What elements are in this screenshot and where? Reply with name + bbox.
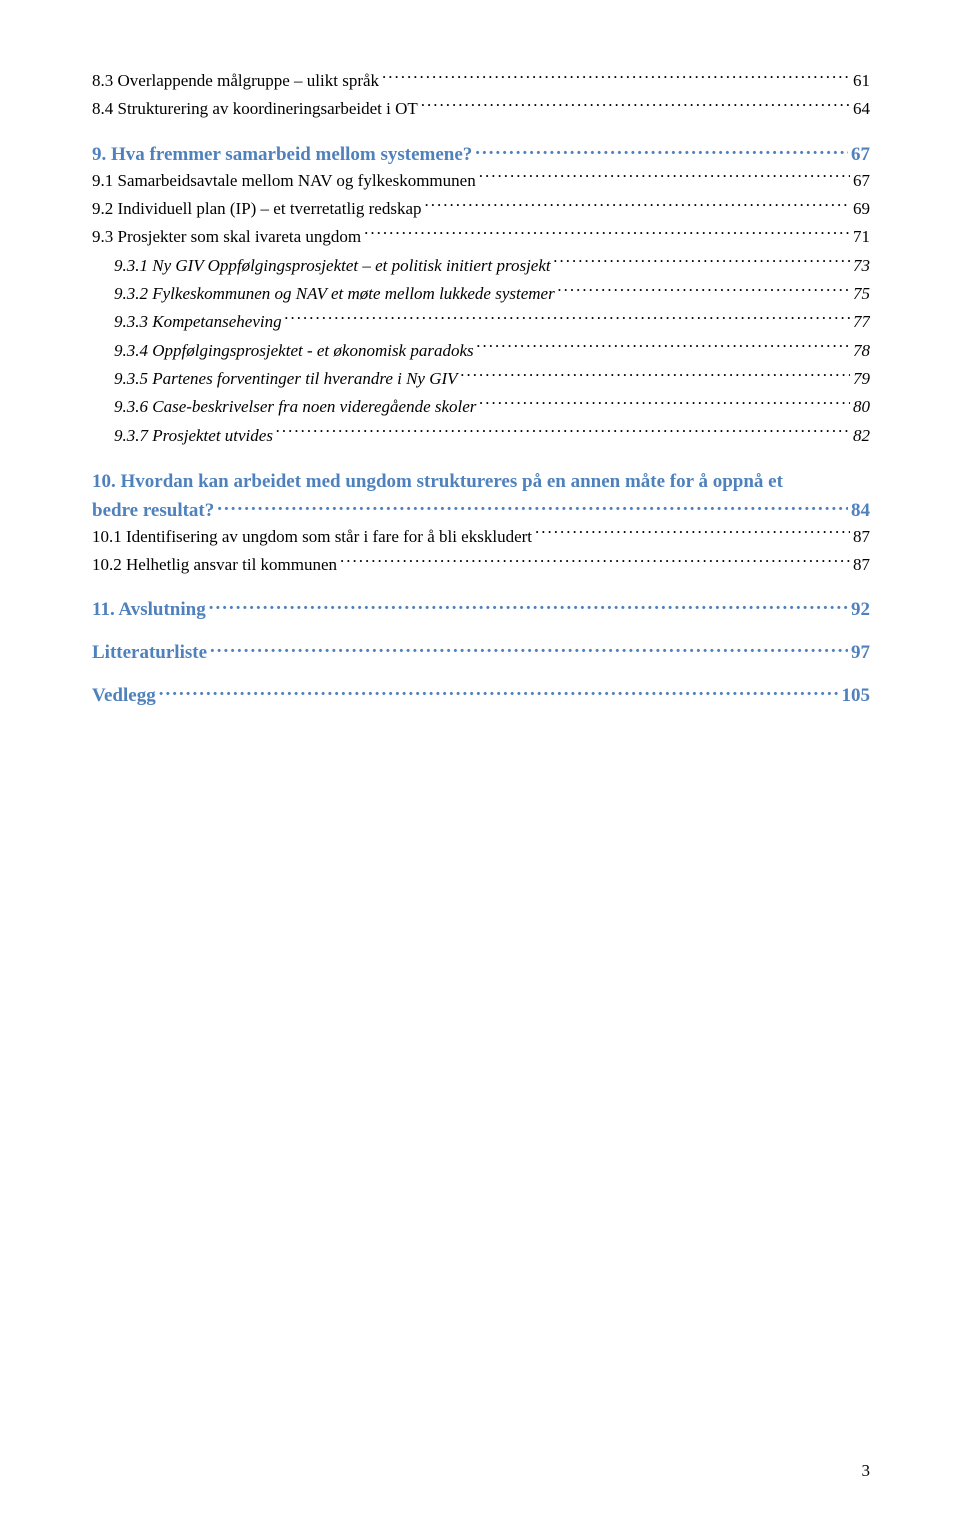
toc-entry-label: 9.3.1 Ny GIV Oppfølgingsprosjektet – et … <box>114 253 551 279</box>
toc-entry: Vedlegg 105 <box>92 682 870 707</box>
toc-entry: 9.1 Samarbeidsavtale mellom NAV og fylke… <box>92 168 870 194</box>
toc-leader-dots <box>276 424 850 441</box>
toc-entry-label: 11. Avslutning <box>92 599 206 621</box>
toc-leader-dots <box>477 339 850 356</box>
toc-entry: 9.3.7 Prosjektet utvides 82 <box>92 423 870 449</box>
toc-entry-label: 9.3.2 Fylkeskommunen og NAV et møte mell… <box>114 281 555 307</box>
toc-entry: 10. Hvordan kan arbeidet med ungdom stru… <box>92 467 870 521</box>
toc-entry: 9.3.5 Partenes forventinger til hverandr… <box>92 366 870 392</box>
toc-leader-dots <box>217 497 848 516</box>
toc-entry: 8.4 Strukturering av koordineringsarbeid… <box>92 96 870 122</box>
toc-leader-dots <box>340 553 850 570</box>
toc-entry-page: 80 <box>853 394 870 420</box>
toc-entry: 9.3 Prosjekter som skal ivareta ungdom 71 <box>92 224 870 250</box>
toc-entry-page: 84 <box>851 500 870 522</box>
toc-leader-dots <box>479 169 850 186</box>
toc-entry-label: 8.4 Strukturering av koordineringsarbeid… <box>92 96 418 122</box>
toc-entry-page: 87 <box>853 552 870 578</box>
toc-entry-page: 75 <box>853 281 870 307</box>
toc-entry-page: 64 <box>853 96 870 122</box>
toc-entry-page: 73 <box>853 253 870 279</box>
toc-entry-label: 9.3.5 Partenes forventinger til hverandr… <box>114 366 458 392</box>
toc-entry-label: 8.3 Overlappende målgruppe – ulikt språk <box>92 68 379 94</box>
toc-entry-page: 71 <box>853 224 870 250</box>
toc-entry: 9.3.1 Ny GIV Oppfølgingsprosjektet – et … <box>92 253 870 279</box>
toc-entry: 9.3.6 Case-beskrivelser fra noen videreg… <box>92 394 870 420</box>
toc-entry-page: 67 <box>851 144 870 166</box>
toc-entry: 9.3.2 Fylkeskommunen og NAV et møte mell… <box>92 281 870 307</box>
toc-leader-dots <box>425 197 850 214</box>
toc-entry-label: 9. Hva fremmer samarbeid mellom systemen… <box>92 144 472 166</box>
toc-entry-label: 9.3 Prosjekter som skal ivareta ungdom <box>92 224 361 250</box>
toc-entry-page: 77 <box>853 309 870 335</box>
toc-leader-dots <box>159 682 839 701</box>
toc-entry-page: 78 <box>853 338 870 364</box>
toc-leader-dots <box>285 310 850 327</box>
toc-entry-page: 97 <box>851 642 870 664</box>
toc-entry-label: 10. Hvordan kan arbeidet med ungdom stru… <box>92 467 870 496</box>
toc-entry: 9.3.3 Kompetanseheving 77 <box>92 309 870 335</box>
toc-entry-page: 79 <box>853 366 870 392</box>
toc-leader-dots <box>479 395 850 412</box>
toc-entry: 9. Hva fremmer samarbeid mellom systemen… <box>92 141 870 166</box>
toc-entry-label: 9.3.3 Kompetanseheving <box>114 309 282 335</box>
toc-entry-page: 67 <box>853 168 870 194</box>
toc-leader-dots <box>421 97 850 114</box>
toc-entry-label: Litteraturliste <box>92 642 207 664</box>
toc-leader-dots <box>558 282 850 299</box>
toc-entry-page: 69 <box>853 196 870 222</box>
toc-entry-label: 9.2 Individuell plan (IP) – et tverretat… <box>92 196 422 222</box>
toc-leader-dots <box>535 525 850 542</box>
toc-leader-dots <box>461 367 850 384</box>
toc-entry-page: 105 <box>842 685 871 707</box>
toc-entry: 9.3.4 Oppfølgingsprosjektet - et økonomi… <box>92 338 870 364</box>
page-number: 3 <box>862 1461 871 1481</box>
toc-entry-page: 92 <box>851 599 870 621</box>
toc-entry-label: Vedlegg <box>92 685 156 707</box>
toc-entry-label: 10.1 Identifisering av ungdom som står i… <box>92 524 532 550</box>
toc-leader-dots <box>209 596 848 615</box>
toc-entry-label: 9.3.7 Prosjektet utvides <box>114 423 273 449</box>
toc-entry-label: 9.1 Samarbeidsavtale mellom NAV og fylke… <box>92 168 476 194</box>
toc-leader-dots <box>382 69 850 86</box>
toc-leader-dots <box>210 639 848 658</box>
toc-leader-dots <box>475 141 848 160</box>
toc-entry-page: 61 <box>853 68 870 94</box>
toc-entry-label: 9.3.4 Oppfølgingsprosjektet - et økonomi… <box>114 338 474 364</box>
toc-entry-label: bedre resultat? <box>92 500 214 522</box>
table-of-contents: 8.3 Overlappende målgruppe – ulikt språk… <box>92 68 870 707</box>
toc-entry: Litteraturliste 97 <box>92 639 870 664</box>
toc-leader-dots <box>364 225 850 242</box>
toc-entry: 11. Avslutning 92 <box>92 596 870 621</box>
toc-entry: 8.3 Overlappende målgruppe – ulikt språk… <box>92 68 870 94</box>
toc-entry-page: 82 <box>853 423 870 449</box>
toc-entry-label: 9.3.6 Case-beskrivelser fra noen videreg… <box>114 394 476 420</box>
toc-entry: 9.2 Individuell plan (IP) – et tverretat… <box>92 196 870 222</box>
toc-entry-label: 10.2 Helhetlig ansvar til kommunen <box>92 552 337 578</box>
toc-leader-dots <box>554 254 850 271</box>
toc-entry: 10.2 Helhetlig ansvar til kommunen 87 <box>92 552 870 578</box>
toc-entry: 10.1 Identifisering av ungdom som står i… <box>92 524 870 550</box>
toc-entry-page: 87 <box>853 524 870 550</box>
